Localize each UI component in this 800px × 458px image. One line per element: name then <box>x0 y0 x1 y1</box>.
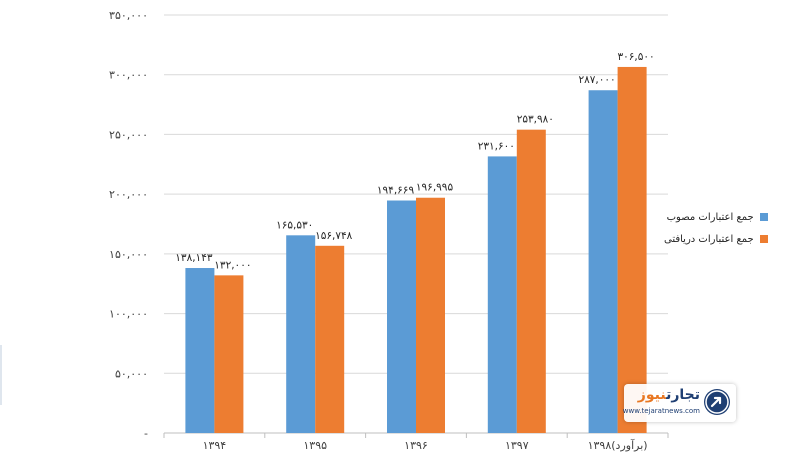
data-label: ۱۵۶,۷۴۸ <box>315 230 353 242</box>
chart-legend: جمع اعتبارات مصوب جمع اعتبارات دریافتی <box>664 206 768 250</box>
left-edge-strip <box>0 345 2 405</box>
x-tick-label: ۱۳۹۸(برآورد) <box>588 438 648 452</box>
tejaratnews-watermark: تجارتنیوز www.tejaratnews.com <box>622 384 736 422</box>
watermark-title-main: تجارت <box>666 387 700 403</box>
legend-label-received: جمع اعتبارات دریافتی <box>664 233 754 245</box>
watermark-title-accent: نیوز <box>637 387 667 403</box>
x-tick-label: ۱۳۹۷ <box>505 439 529 452</box>
y-tick-label: ۵۰,۰۰۰ <box>115 367 148 380</box>
bar-received <box>516 129 546 434</box>
data-label: ۱۳۸,۱۴۳ <box>175 252 213 264</box>
legend-swatch-approved <box>759 213 768 221</box>
bar-received <box>617 66 647 434</box>
data-label: ۱۹۶,۹۹۵ <box>416 182 454 194</box>
data-label: ۱۳۲,۰۰۰ <box>214 259 251 271</box>
data-label: ۲۵۳,۹۸۰ <box>517 114 554 126</box>
y-tick-label: ۱۰۰,۰۰۰ <box>109 308 148 321</box>
tejaratnews-logo-icon <box>704 389 730 415</box>
y-tick-label: ۲۵۰,۰۰۰ <box>109 128 148 141</box>
bar-received <box>315 245 345 433</box>
bar-received <box>214 275 244 433</box>
legend-label-approved: جمع اعتبارات مصوب <box>666 211 754 223</box>
legend-swatch-received <box>759 235 768 243</box>
y-tick-label: ۲۰۰,۰۰۰ <box>109 188 148 201</box>
watermark-title: تجارتنیوز <box>638 387 700 403</box>
y-tick-label: ۱۵۰,۰۰۰ <box>109 248 148 261</box>
legend-item-received: جمع اعتبارات دریافتی <box>664 228 768 250</box>
x-tick-label: ۱۳۹۶ <box>404 439 428 452</box>
data-label: ۲۸۷,۰۰۰ <box>579 74 616 86</box>
data-label: ۱۹۴,۶۶۹ <box>377 185 415 197</box>
data-label: ۲۳۱,۶۰۰ <box>478 140 515 152</box>
data-label: ۱۶۵,۵۳۰ <box>276 219 313 231</box>
bar-approved <box>286 235 316 433</box>
x-tick-label: ۱۳۹۴ <box>203 439 227 452</box>
bar-approved <box>487 156 517 433</box>
bar-approved <box>387 200 416 433</box>
y-tick-label: - <box>144 427 148 440</box>
y-tick-label: ۳۰۰,۰۰۰ <box>109 69 148 82</box>
bar-approved <box>588 90 618 434</box>
bar-approved <box>185 268 215 433</box>
y-tick-label: ۳۵۰,۰۰۰ <box>109 9 148 22</box>
x-tick-label: ۱۳۹۵ <box>303 439 327 452</box>
legend-item-approved: جمع اعتبارات مصوب <box>664 206 768 228</box>
bar-received <box>416 197 445 433</box>
watermark-url: www.tejaratnews.com <box>622 407 700 415</box>
data-label: ۳۰۶,۵۰۰ <box>618 51 655 63</box>
